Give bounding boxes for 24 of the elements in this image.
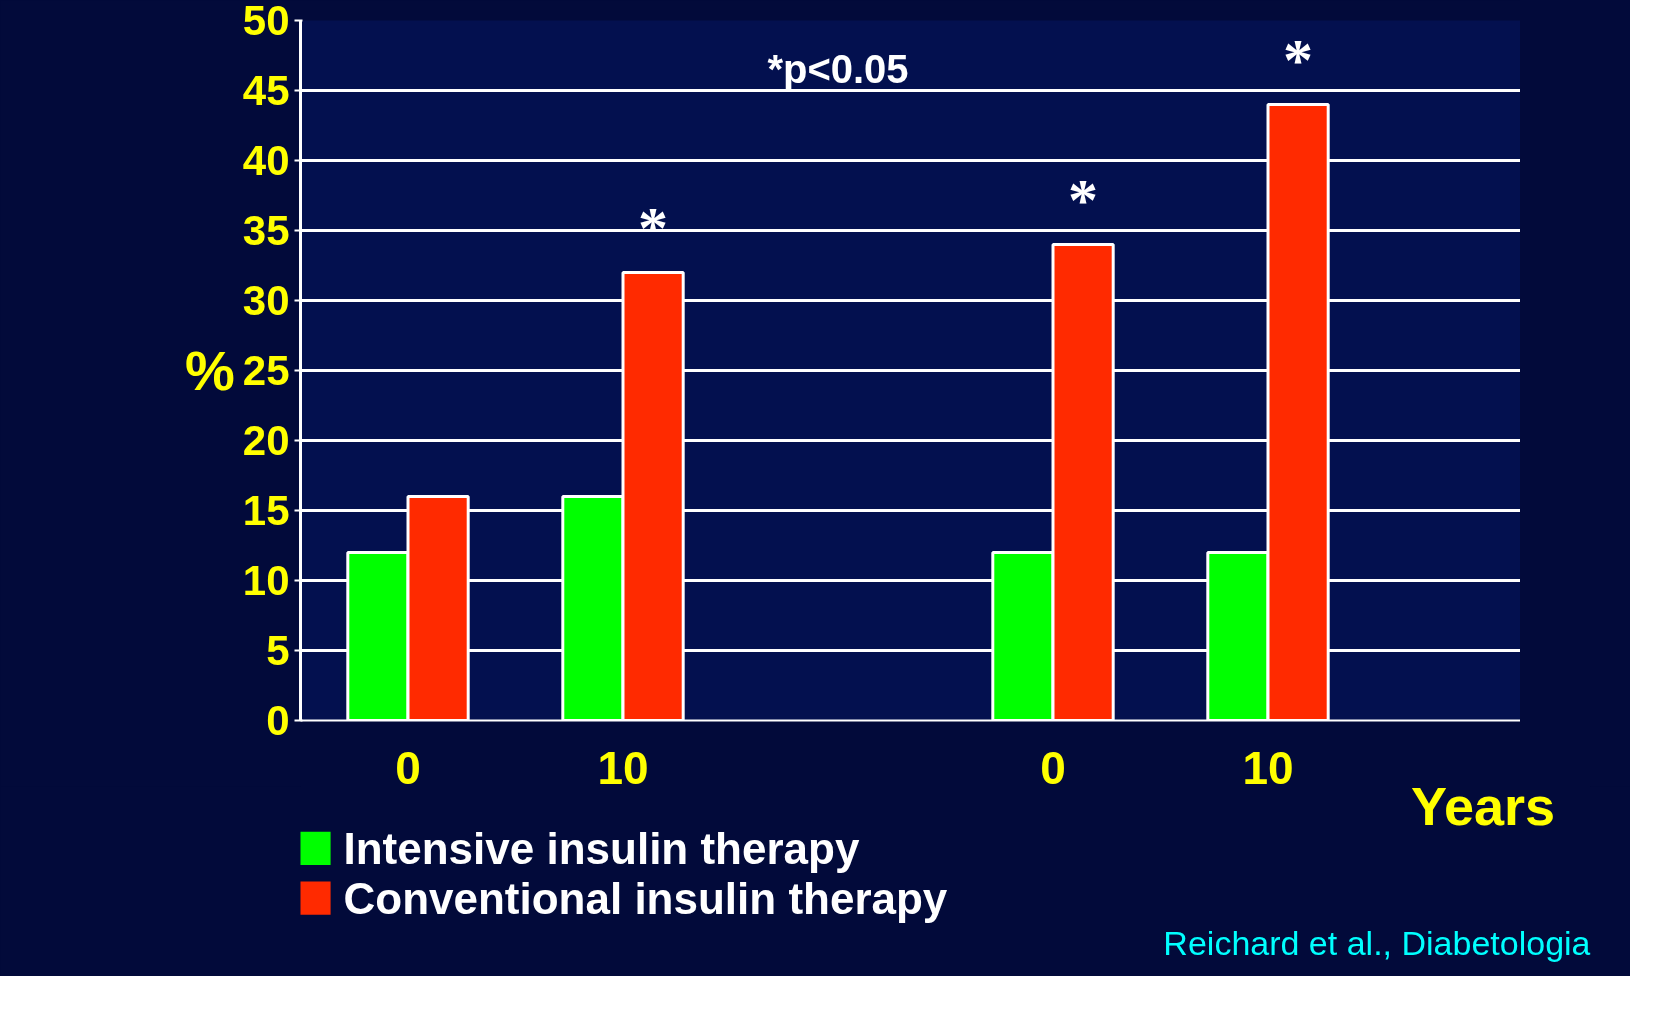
y-tick-label: 20 [242,417,290,464]
x-tick-label: 0 [395,741,421,794]
y-tick-label: 50 [242,0,290,44]
legend-label: Intensive insulin therapy [343,823,860,873]
x-axis-title: Years [1410,775,1556,836]
y-tick-label: 30 [242,277,290,324]
y-tick-label: 5 [266,627,290,674]
data-label: * [638,194,669,261]
y-tick-label: 15 [242,487,290,534]
x-tick-label: 10 [1242,741,1294,794]
y-tick-label: 35 [242,207,290,254]
y-tick-label: 25 [242,347,290,394]
y-tick-label: 40 [242,137,290,184]
annotation: *p<0.05 [767,46,909,91]
text: Reichard et al., Diabetologia [1163,924,1591,963]
y-axis-title: % [184,339,235,402]
y-tick-label: 45 [242,67,290,114]
x-tick-label: 10 [597,741,649,794]
y-tick-label: 0 [266,697,290,744]
data-label: * [1068,166,1099,233]
data-label: * [1283,26,1314,93]
x-tick-label: 0 [1040,741,1066,794]
y-tick-label: 10 [242,557,290,604]
legend-label: Conventional insulin therapy [343,873,948,923]
